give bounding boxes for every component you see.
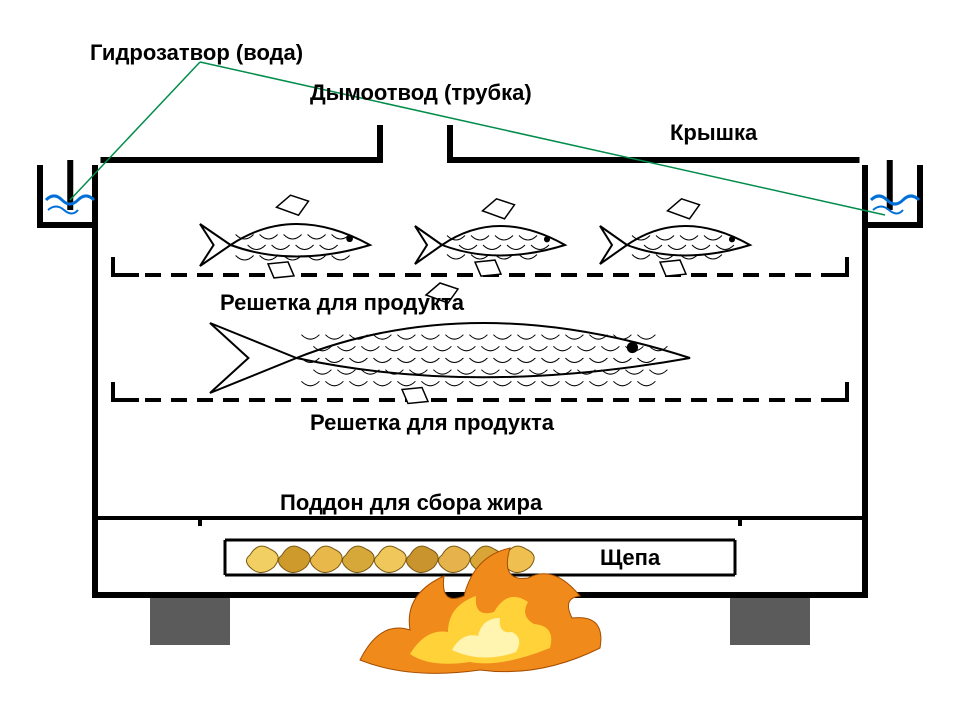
- label-chips: Щепа: [600, 545, 660, 571]
- fish-icon: [600, 199, 750, 276]
- fish-icon: [200, 195, 370, 278]
- label-lid: Крышка: [670, 120, 757, 146]
- wood-chip-icon: [374, 546, 406, 572]
- label-waterlock: Гидрозатвор (вода): [90, 40, 303, 66]
- label-grill2: Решетка для продукта: [310, 410, 554, 436]
- drip-tray: [200, 518, 740, 526]
- leg: [150, 595, 230, 645]
- pointer-line: [200, 62, 885, 215]
- wood-chip-icon: [278, 546, 310, 572]
- pointer-line: [70, 62, 200, 200]
- label-flue: Дымоотвод (трубка): [310, 80, 532, 106]
- label-drip: Поддон для сбора жира: [280, 490, 542, 516]
- wood-chip-icon: [310, 546, 342, 572]
- wood-chip-icon: [438, 546, 470, 572]
- wood-chip-icon: [342, 546, 374, 572]
- fish-icon: [415, 199, 565, 276]
- wood-chip-icon: [406, 546, 438, 572]
- leg: [730, 595, 810, 645]
- wood-chip-icon: [246, 546, 278, 572]
- label-grill1: Решетка для продукта: [220, 290, 464, 316]
- water-icon: [871, 196, 919, 204]
